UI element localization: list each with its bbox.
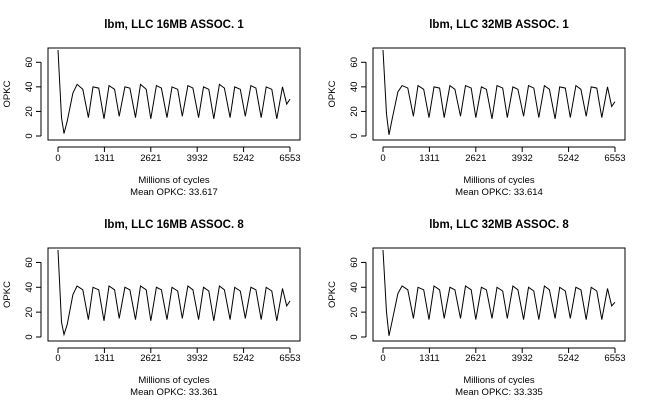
- x-tick-label: 5242: [233, 153, 254, 164]
- x-tick-label: 1311: [94, 353, 114, 364]
- x-tick-label: 6553: [604, 353, 625, 364]
- x-tick-label: 1311: [419, 353, 439, 364]
- y-tick-label: 40: [349, 282, 360, 293]
- y-tick-label: 40: [349, 82, 360, 93]
- x-tick-label: 0: [55, 153, 60, 164]
- x-tick-label: 2621: [140, 153, 161, 164]
- y-tick-label: 20: [349, 307, 360, 318]
- y-tick-label: 40: [24, 282, 35, 293]
- x-tick-label: 3932: [187, 353, 208, 364]
- y-tick-label: 60: [349, 57, 360, 68]
- x-axis-label: Millions of cycles: [463, 375, 535, 386]
- y-tick-label: 20: [349, 106, 360, 117]
- chart-title: lbm, LLC 32MB ASSOC. 1: [429, 19, 569, 31]
- y-tick-label: 40: [24, 82, 35, 93]
- x-tick-label: 1311: [94, 153, 114, 164]
- series-line: [57, 49, 291, 134]
- chart-subtitle: Mean OPKC: 33.361: [130, 387, 218, 398]
- plot-frame: [47, 47, 301, 141]
- x-tick-label: 0: [55, 353, 60, 364]
- plot-frame: [47, 247, 301, 342]
- y-tick-label: 0: [24, 133, 35, 138]
- plot-frame: [372, 247, 626, 342]
- x-tick-label: 5242: [558, 153, 579, 164]
- x-tick-label: 6553: [279, 153, 300, 164]
- x-tick-label: 5242: [558, 353, 579, 364]
- y-tick-label: 20: [24, 106, 35, 117]
- y-tick-label: 60: [24, 57, 35, 68]
- x-axis-label: Millions of cycles: [138, 375, 210, 386]
- y-tick-label: 20: [24, 307, 35, 318]
- y-axis-label: OPKC: [2, 80, 13, 107]
- chart-subtitle: Mean OPKC: 33.335: [455, 387, 543, 398]
- x-tick-label: 1311: [419, 153, 439, 164]
- x-axis-label: Millions of cycles: [138, 175, 210, 186]
- series-line: [57, 249, 291, 337]
- y-axis-label: OPKC: [2, 281, 13, 308]
- series-line: [382, 249, 616, 336]
- chart-title: lbm, LLC 16MB ASSOC. 1: [104, 19, 244, 31]
- x-tick-label: 2621: [465, 353, 486, 364]
- y-axis-label: OPKC: [327, 80, 338, 107]
- series-line: [382, 49, 616, 135]
- chart-subtitle: Mean OPKC: 33.617: [130, 187, 218, 198]
- x-tick-label: 5242: [233, 353, 254, 364]
- y-tick-label: 0: [24, 334, 35, 339]
- x-tick-label: 3932: [512, 353, 533, 364]
- x-tick-label: 2621: [140, 353, 161, 364]
- y-tick-label: 0: [349, 334, 360, 339]
- x-tick-label: 3932: [512, 153, 533, 164]
- x-tick-label: 6553: [279, 353, 300, 364]
- y-tick-label: 60: [24, 257, 35, 268]
- chart-title: lbm, LLC 32MB ASSOC. 8: [429, 219, 569, 231]
- x-tick-label: 0: [380, 353, 385, 364]
- y-axis-label: OPKC: [327, 281, 338, 308]
- x-tick-label: 2621: [465, 153, 486, 164]
- x-tick-label: 3932: [187, 153, 208, 164]
- x-axis-label: Millions of cycles: [463, 175, 535, 186]
- plot-frame: [372, 47, 626, 141]
- chart-title: lbm, LLC 16MB ASSOC. 8: [104, 219, 244, 231]
- x-tick-label: 0: [380, 153, 385, 164]
- y-tick-label: 60: [349, 257, 360, 268]
- x-tick-label: 6553: [604, 153, 625, 164]
- chart-subtitle: Mean OPKC: 33.614: [455, 187, 543, 198]
- y-tick-label: 0: [349, 133, 360, 138]
